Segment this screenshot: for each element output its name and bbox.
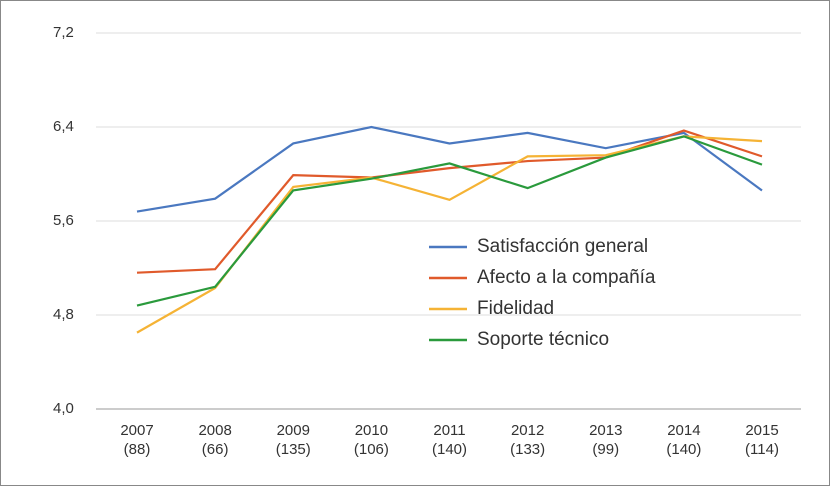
series-line <box>136 135 763 307</box>
series-line <box>136 129 763 274</box>
x-tick-label: 2009 (135) <box>275 422 311 458</box>
x-tick-label: 2011 (140) <box>431 422 468 458</box>
series-line <box>136 135 763 334</box>
y-tick-label: 4,8 <box>53 306 74 323</box>
x-tick-label: 2013 (99) <box>589 422 623 458</box>
x-tick-label: 2008 (66) <box>198 422 232 458</box>
x-tick-label: 2015 (114) <box>745 422 779 458</box>
y-tick-label: 4,0 <box>53 400 74 417</box>
x-tick-label: 2012 (133) <box>510 422 546 458</box>
y-tick-label: 7,2 <box>53 24 74 41</box>
y-tick-label: 6,4 <box>53 118 74 135</box>
series-line <box>136 125 763 213</box>
legend-label: Satisfacción general <box>477 236 648 257</box>
x-tick-label: 2010 (106) <box>353 422 389 458</box>
x-tick-label: 2014 (140) <box>666 422 702 458</box>
y-tick-label: 5,6 <box>53 212 74 229</box>
x-tick-label: 2007 (88) <box>120 422 154 458</box>
legend-label: Fidelidad <box>477 298 554 319</box>
legend-label: Soporte técnico <box>477 329 609 350</box>
legend-label: Afecto a la compañía <box>477 267 656 288</box>
